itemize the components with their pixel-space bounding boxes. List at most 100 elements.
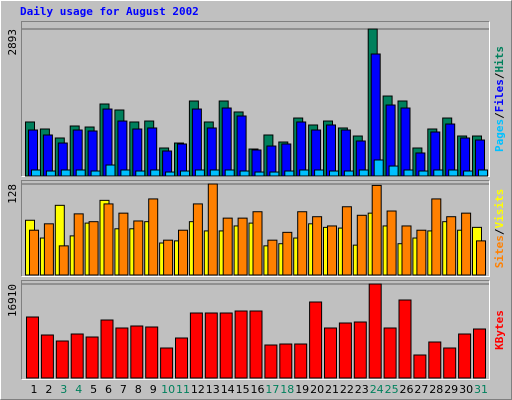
panel-bevel: [21, 180, 490, 277]
x-tick-label: 1: [31, 383, 38, 396]
bar: [341, 206, 352, 276]
x-tick-label: 31: [474, 383, 488, 396]
bar: [403, 169, 414, 177]
bar: [237, 217, 248, 276]
bar: [29, 229, 39, 276]
legend-entry: Sites: [493, 235, 506, 268]
legend-entry: Pages: [493, 119, 506, 152]
bar: [428, 341, 442, 379]
bar: [180, 170, 190, 177]
bar: [163, 239, 174, 276]
x-tick-label: 26: [400, 383, 414, 396]
bar: [388, 165, 399, 177]
bar: [373, 159, 384, 177]
bar: [31, 169, 41, 177]
bar: [311, 129, 322, 177]
bar: [264, 344, 278, 379]
x-tick-label: 9: [150, 383, 157, 396]
bar: [299, 169, 310, 177]
bar: [45, 170, 56, 177]
bar: [165, 171, 176, 177]
bar: [458, 333, 472, 379]
legend-entry: Visits: [493, 189, 506, 229]
bar: [28, 129, 38, 177]
bar: [340, 129, 351, 177]
panel-bevel: [21, 21, 490, 177]
x-tick-label: 10: [161, 383, 175, 396]
x-tick-label: 21: [325, 383, 339, 396]
legend-entry: KBytes: [493, 310, 506, 350]
bar: [26, 316, 39, 379]
bar: [219, 312, 233, 379]
bar: [324, 327, 337, 379]
bar: [413, 354, 427, 379]
bar: [222, 217, 233, 276]
bar: [282, 231, 293, 276]
x-tick-label: 2: [45, 383, 52, 396]
bar: [150, 169, 161, 177]
bar: [120, 169, 131, 177]
legend: Sites/Visits: [493, 189, 506, 269]
bar: [43, 223, 54, 276]
x-tick-label: 5: [90, 383, 97, 396]
bar: [75, 169, 86, 177]
x-tick-label: 11: [176, 383, 190, 396]
bar: [148, 198, 159, 276]
legend-separator: /: [493, 72, 506, 79]
legend: KBytes: [493, 310, 506, 350]
bar: [147, 127, 158, 177]
bar: [103, 203, 114, 276]
bar: [463, 170, 474, 177]
bar: [461, 212, 472, 276]
bar: [433, 169, 444, 177]
bar: [118, 212, 129, 276]
x-tick-label: 30: [459, 383, 473, 396]
bar: [478, 169, 488, 177]
bar: [460, 137, 471, 177]
bar: [445, 123, 456, 177]
bar: [473, 328, 486, 379]
bar: [73, 213, 84, 276]
x-tick-label: 22: [340, 383, 354, 396]
x-tick-label: 3: [60, 383, 67, 396]
bar: [191, 108, 202, 177]
x-tick-label: 4: [75, 383, 82, 396]
x-tick-label: 27: [414, 383, 428, 396]
bar: [130, 325, 144, 379]
x-tick-label: 18: [280, 383, 294, 396]
bar: [160, 347, 174, 379]
bar: [249, 310, 263, 379]
y-tick-label: 16910: [6, 284, 19, 317]
bar: [383, 327, 397, 379]
bar: [194, 169, 205, 177]
chart-title: Daily usage for August 2002: [20, 5, 199, 18]
bar: [314, 169, 325, 177]
bar: [85, 336, 99, 379]
x-tick-label: 13: [206, 383, 220, 396]
bar: [358, 169, 369, 177]
bar: [70, 333, 84, 379]
legend-separator: /: [493, 112, 506, 119]
bar: [309, 301, 323, 379]
bar: [431, 198, 442, 276]
x-tick-label: 19: [295, 383, 309, 396]
bar: [207, 183, 218, 276]
bar: [386, 210, 397, 276]
bar: [269, 171, 280, 177]
x-tick-label: 29: [444, 383, 458, 396]
bar: [254, 171, 265, 177]
bar: [329, 170, 339, 177]
bar: [368, 283, 382, 379]
bar: [206, 127, 217, 177]
bar: [446, 216, 457, 276]
bar: [145, 326, 159, 379]
bar: [476, 240, 486, 276]
bar: [294, 343, 308, 379]
bar: [398, 299, 412, 379]
bar: [192, 203, 203, 276]
bar: [40, 334, 54, 379]
x-tick-label: 28: [429, 383, 443, 396]
bar: [209, 169, 220, 177]
bar: [296, 121, 307, 177]
